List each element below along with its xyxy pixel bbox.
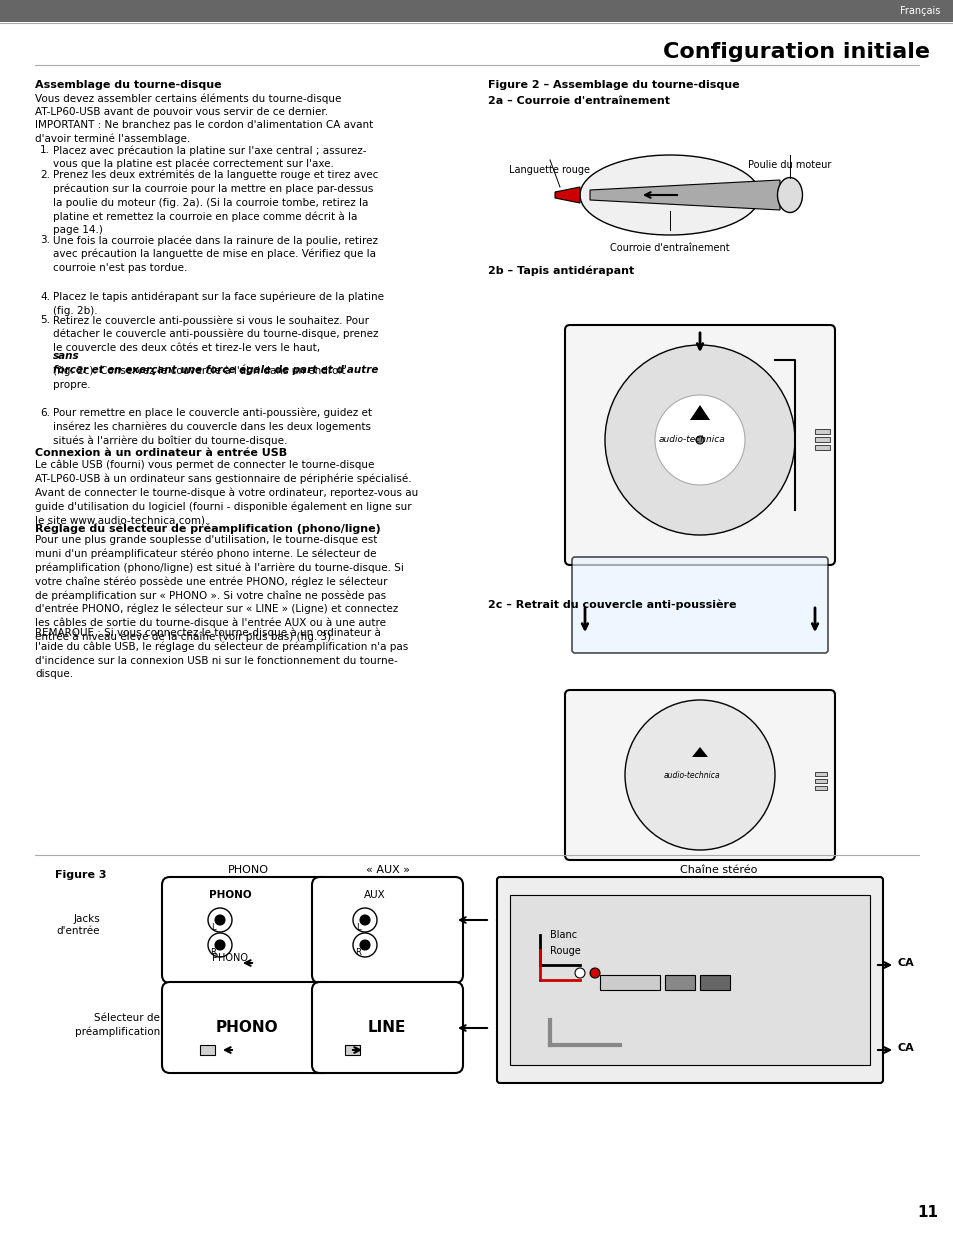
Circle shape [208, 932, 232, 957]
Circle shape [214, 915, 225, 925]
Text: 2b – Tapis antidérapant: 2b – Tapis antidérapant [488, 266, 634, 275]
Bar [814, 429, 829, 433]
Circle shape [696, 436, 703, 445]
Text: Rouge: Rouge [550, 946, 580, 956]
Text: Figure 3: Figure 3 [55, 869, 107, 881]
Text: AUX: AUX [364, 890, 385, 900]
Text: Retirez le couvercle anti-poussière si vous le souhaitez. Pour
détacher le couve: Retirez le couvercle anti-poussière si v… [53, 315, 378, 353]
Text: Placez le tapis antidérapant sur la face supérieure de la platine
(fig. 2b).: Placez le tapis antidérapant sur la face… [53, 291, 384, 316]
Text: REMARQUE : Si vous connectez le tourne-disque à un ordinateur à
l'aide du câble : REMARQUE : Si vous connectez le tourne-d… [35, 629, 408, 679]
Text: Français: Français [899, 6, 939, 16]
Circle shape [214, 940, 225, 950]
Text: Pour remettre en place le couvercle anti-poussière, guidez et
insérez les charni: Pour remettre en place le couvercle anti… [53, 408, 372, 446]
Text: Une fois la courroie placée dans la rainure de la poulie, retirez
avec précautio: Une fois la courroie placée dans la rain… [53, 235, 377, 273]
Text: L: L [355, 923, 360, 932]
Bar [664, 974, 695, 990]
Polygon shape [689, 405, 709, 420]
Text: sans
forcer et en exerçant une force égale de part et d'autre: sans forcer et en exerçant une force éga… [53, 351, 378, 375]
FancyBboxPatch shape [162, 877, 333, 983]
FancyBboxPatch shape [312, 982, 462, 1073]
Polygon shape [555, 186, 579, 203]
Ellipse shape [777, 178, 801, 212]
Text: « AUX »: « AUX » [366, 864, 410, 876]
Text: (fig. 2c). Conservez le couvercle à l'abri dans un endroit
propre.: (fig. 2c). Conservez le couvercle à l'ab… [53, 366, 345, 390]
Text: CA: CA [897, 1044, 914, 1053]
Text: Prenez les deux extrémités de la languette rouge et tirez avec
précaution sur la: Prenez les deux extrémités de la languet… [53, 170, 378, 235]
Polygon shape [691, 747, 707, 757]
Text: PHONO: PHONO [209, 890, 251, 900]
Text: CA: CA [897, 958, 914, 968]
Polygon shape [345, 1045, 359, 1055]
Text: Pour une plus grande souplesse d'utilisation, le tourne-disque est
muni d'un pré: Pour une plus grande souplesse d'utilisa… [35, 535, 403, 642]
Circle shape [655, 395, 744, 485]
FancyBboxPatch shape [564, 690, 834, 860]
Text: LINE: LINE [368, 1020, 406, 1035]
Text: Blanc: Blanc [550, 930, 577, 940]
Text: Chaîne stéréo: Chaîne stéréo [679, 864, 757, 876]
FancyBboxPatch shape [564, 325, 834, 564]
Polygon shape [200, 1045, 214, 1055]
Circle shape [575, 968, 584, 978]
Bar [814, 779, 826, 783]
FancyBboxPatch shape [497, 877, 882, 1083]
Bar [599, 974, 659, 990]
Text: L: L [211, 923, 215, 932]
Text: Languette rouge: Languette rouge [509, 165, 590, 175]
Text: Le câble USB (fourni) vous permet de connecter le tourne-disque
AT-LP60-USB à un: Le câble USB (fourni) vous permet de con… [35, 459, 417, 525]
Text: Poulie du moteur: Poulie du moteur [747, 161, 831, 170]
Text: Jacks
d'entrée: Jacks d'entrée [56, 914, 100, 936]
Text: Configuration initiale: Configuration initiale [662, 42, 929, 62]
Text: 4.: 4. [40, 291, 50, 303]
FancyBboxPatch shape [572, 557, 827, 653]
Text: 2.: 2. [40, 170, 50, 180]
Text: 11: 11 [916, 1205, 937, 1220]
Circle shape [359, 915, 370, 925]
Circle shape [604, 345, 794, 535]
Text: PHONO: PHONO [215, 1020, 278, 1035]
Text: Courroie d'entraînement: Courroie d'entraînement [610, 243, 729, 253]
Text: Réglage du sélecteur de préamplification (phono/ligne): Réglage du sélecteur de préamplification… [35, 522, 380, 534]
Text: Connexion à un ordinateur à entrée USB: Connexion à un ordinateur à entrée USB [35, 448, 287, 458]
Circle shape [353, 908, 376, 932]
Bar [0, 0, 953, 22]
Text: Placez avec précaution la platine sur l'axe central ; assurez-
vous que la plati: Placez avec précaution la platine sur l'… [53, 144, 366, 169]
Text: 3.: 3. [40, 235, 50, 245]
Text: R: R [355, 948, 360, 957]
Text: 1.: 1. [40, 144, 50, 156]
Circle shape [353, 932, 376, 957]
Circle shape [359, 940, 370, 950]
Text: R: R [210, 948, 215, 957]
Bar [814, 772, 826, 776]
Text: audio-technica: audio-technica [663, 771, 720, 779]
Text: 5.: 5. [40, 315, 50, 325]
Text: Figure 2 – Assemblage du tourne-disque: Figure 2 – Assemblage du tourne-disque [488, 80, 739, 90]
Circle shape [589, 968, 599, 978]
Text: Sélecteur de
préamplification: Sélecteur de préamplification [74, 1014, 160, 1036]
Bar [814, 785, 826, 790]
Text: 6.: 6. [40, 408, 50, 417]
Text: Vous devez assembler certains éléments du tourne-disque
AT-LP60-USB avant de pou: Vous devez assembler certains éléments d… [35, 93, 373, 143]
Bar [700, 974, 729, 990]
Text: 2a – Courroie d'entraînement: 2a – Courroie d'entraînement [488, 96, 669, 106]
Text: 2c – Retrait du couvercle anti-poussière: 2c – Retrait du couvercle anti-poussière [488, 600, 736, 610]
Ellipse shape [579, 156, 760, 235]
Text: PHONO: PHONO [227, 864, 268, 876]
FancyBboxPatch shape [162, 982, 333, 1073]
Bar [510, 895, 869, 1065]
Polygon shape [589, 180, 780, 210]
Bar [814, 445, 829, 450]
FancyBboxPatch shape [312, 877, 462, 983]
Circle shape [208, 908, 232, 932]
Text: PHONO: PHONO [212, 953, 248, 963]
Circle shape [624, 700, 774, 850]
Text: Assemblage du tourne-disque: Assemblage du tourne-disque [35, 80, 221, 90]
Bar [814, 437, 829, 442]
Text: audio-technica: audio-technica [658, 436, 724, 445]
